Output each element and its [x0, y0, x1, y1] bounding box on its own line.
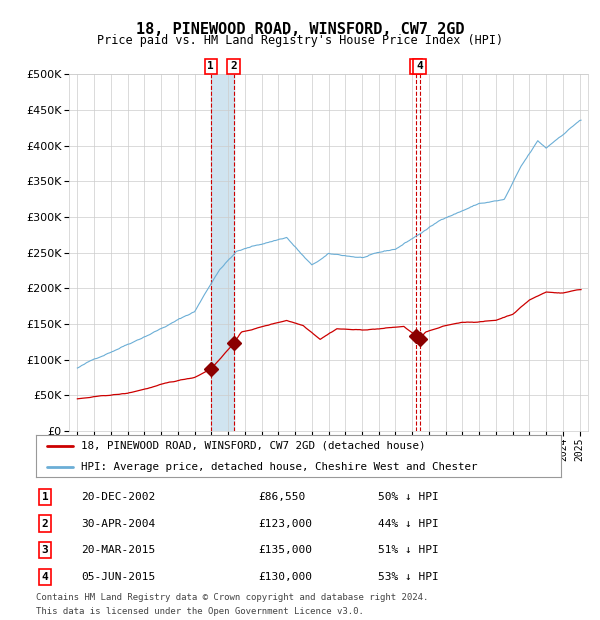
Text: £130,000: £130,000 — [258, 572, 312, 582]
Text: This data is licensed under the Open Government Licence v3.0.: This data is licensed under the Open Gov… — [36, 607, 364, 616]
Text: 20-DEC-2002: 20-DEC-2002 — [81, 492, 155, 502]
Text: 20-MAR-2015: 20-MAR-2015 — [81, 545, 155, 556]
Text: 1: 1 — [208, 61, 214, 71]
Text: 3: 3 — [413, 61, 419, 71]
Text: 18, PINEWOOD ROAD, WINSFORD, CW7 2GD (detached house): 18, PINEWOOD ROAD, WINSFORD, CW7 2GD (de… — [80, 441, 425, 451]
Text: Price paid vs. HM Land Registry's House Price Index (HPI): Price paid vs. HM Land Registry's House … — [97, 34, 503, 47]
Text: 2: 2 — [41, 518, 49, 529]
Text: £123,000: £123,000 — [258, 518, 312, 529]
Text: £86,550: £86,550 — [258, 492, 305, 502]
Text: HPI: Average price, detached house, Cheshire West and Chester: HPI: Average price, detached house, Ches… — [80, 462, 477, 472]
Text: 4: 4 — [416, 61, 423, 71]
Text: 51% ↓ HPI: 51% ↓ HPI — [378, 545, 439, 556]
Text: 1: 1 — [41, 492, 49, 502]
Text: 50% ↓ HPI: 50% ↓ HPI — [378, 492, 439, 502]
Text: Contains HM Land Registry data © Crown copyright and database right 2024.: Contains HM Land Registry data © Crown c… — [36, 593, 428, 603]
Text: 44% ↓ HPI: 44% ↓ HPI — [378, 518, 439, 529]
Text: 3: 3 — [41, 545, 49, 556]
Text: 30-APR-2004: 30-APR-2004 — [81, 518, 155, 529]
Text: £135,000: £135,000 — [258, 545, 312, 556]
Text: 18, PINEWOOD ROAD, WINSFORD, CW7 2GD: 18, PINEWOOD ROAD, WINSFORD, CW7 2GD — [136, 22, 464, 37]
Text: 2: 2 — [230, 61, 237, 71]
Text: 4: 4 — [41, 572, 49, 582]
Text: 53% ↓ HPI: 53% ↓ HPI — [378, 572, 439, 582]
Bar — [211, 74, 233, 431]
Text: 05-JUN-2015: 05-JUN-2015 — [81, 572, 155, 582]
